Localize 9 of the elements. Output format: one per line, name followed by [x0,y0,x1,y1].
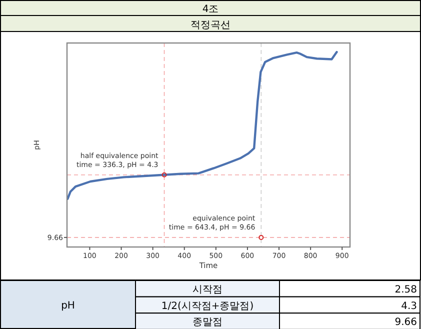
text: 1/2(시작점+종말점) [161,300,254,312]
text: pH [61,300,75,312]
text: 2.58 [394,284,417,296]
chart-subtitle: 적정곡선 [190,20,230,31]
text: 9.66 [394,317,417,328]
chart-title: 4조 [202,4,219,15]
text: 종말점 [192,317,222,328]
text: 4.3 [401,300,417,312]
text: 시작점 [192,284,222,296]
